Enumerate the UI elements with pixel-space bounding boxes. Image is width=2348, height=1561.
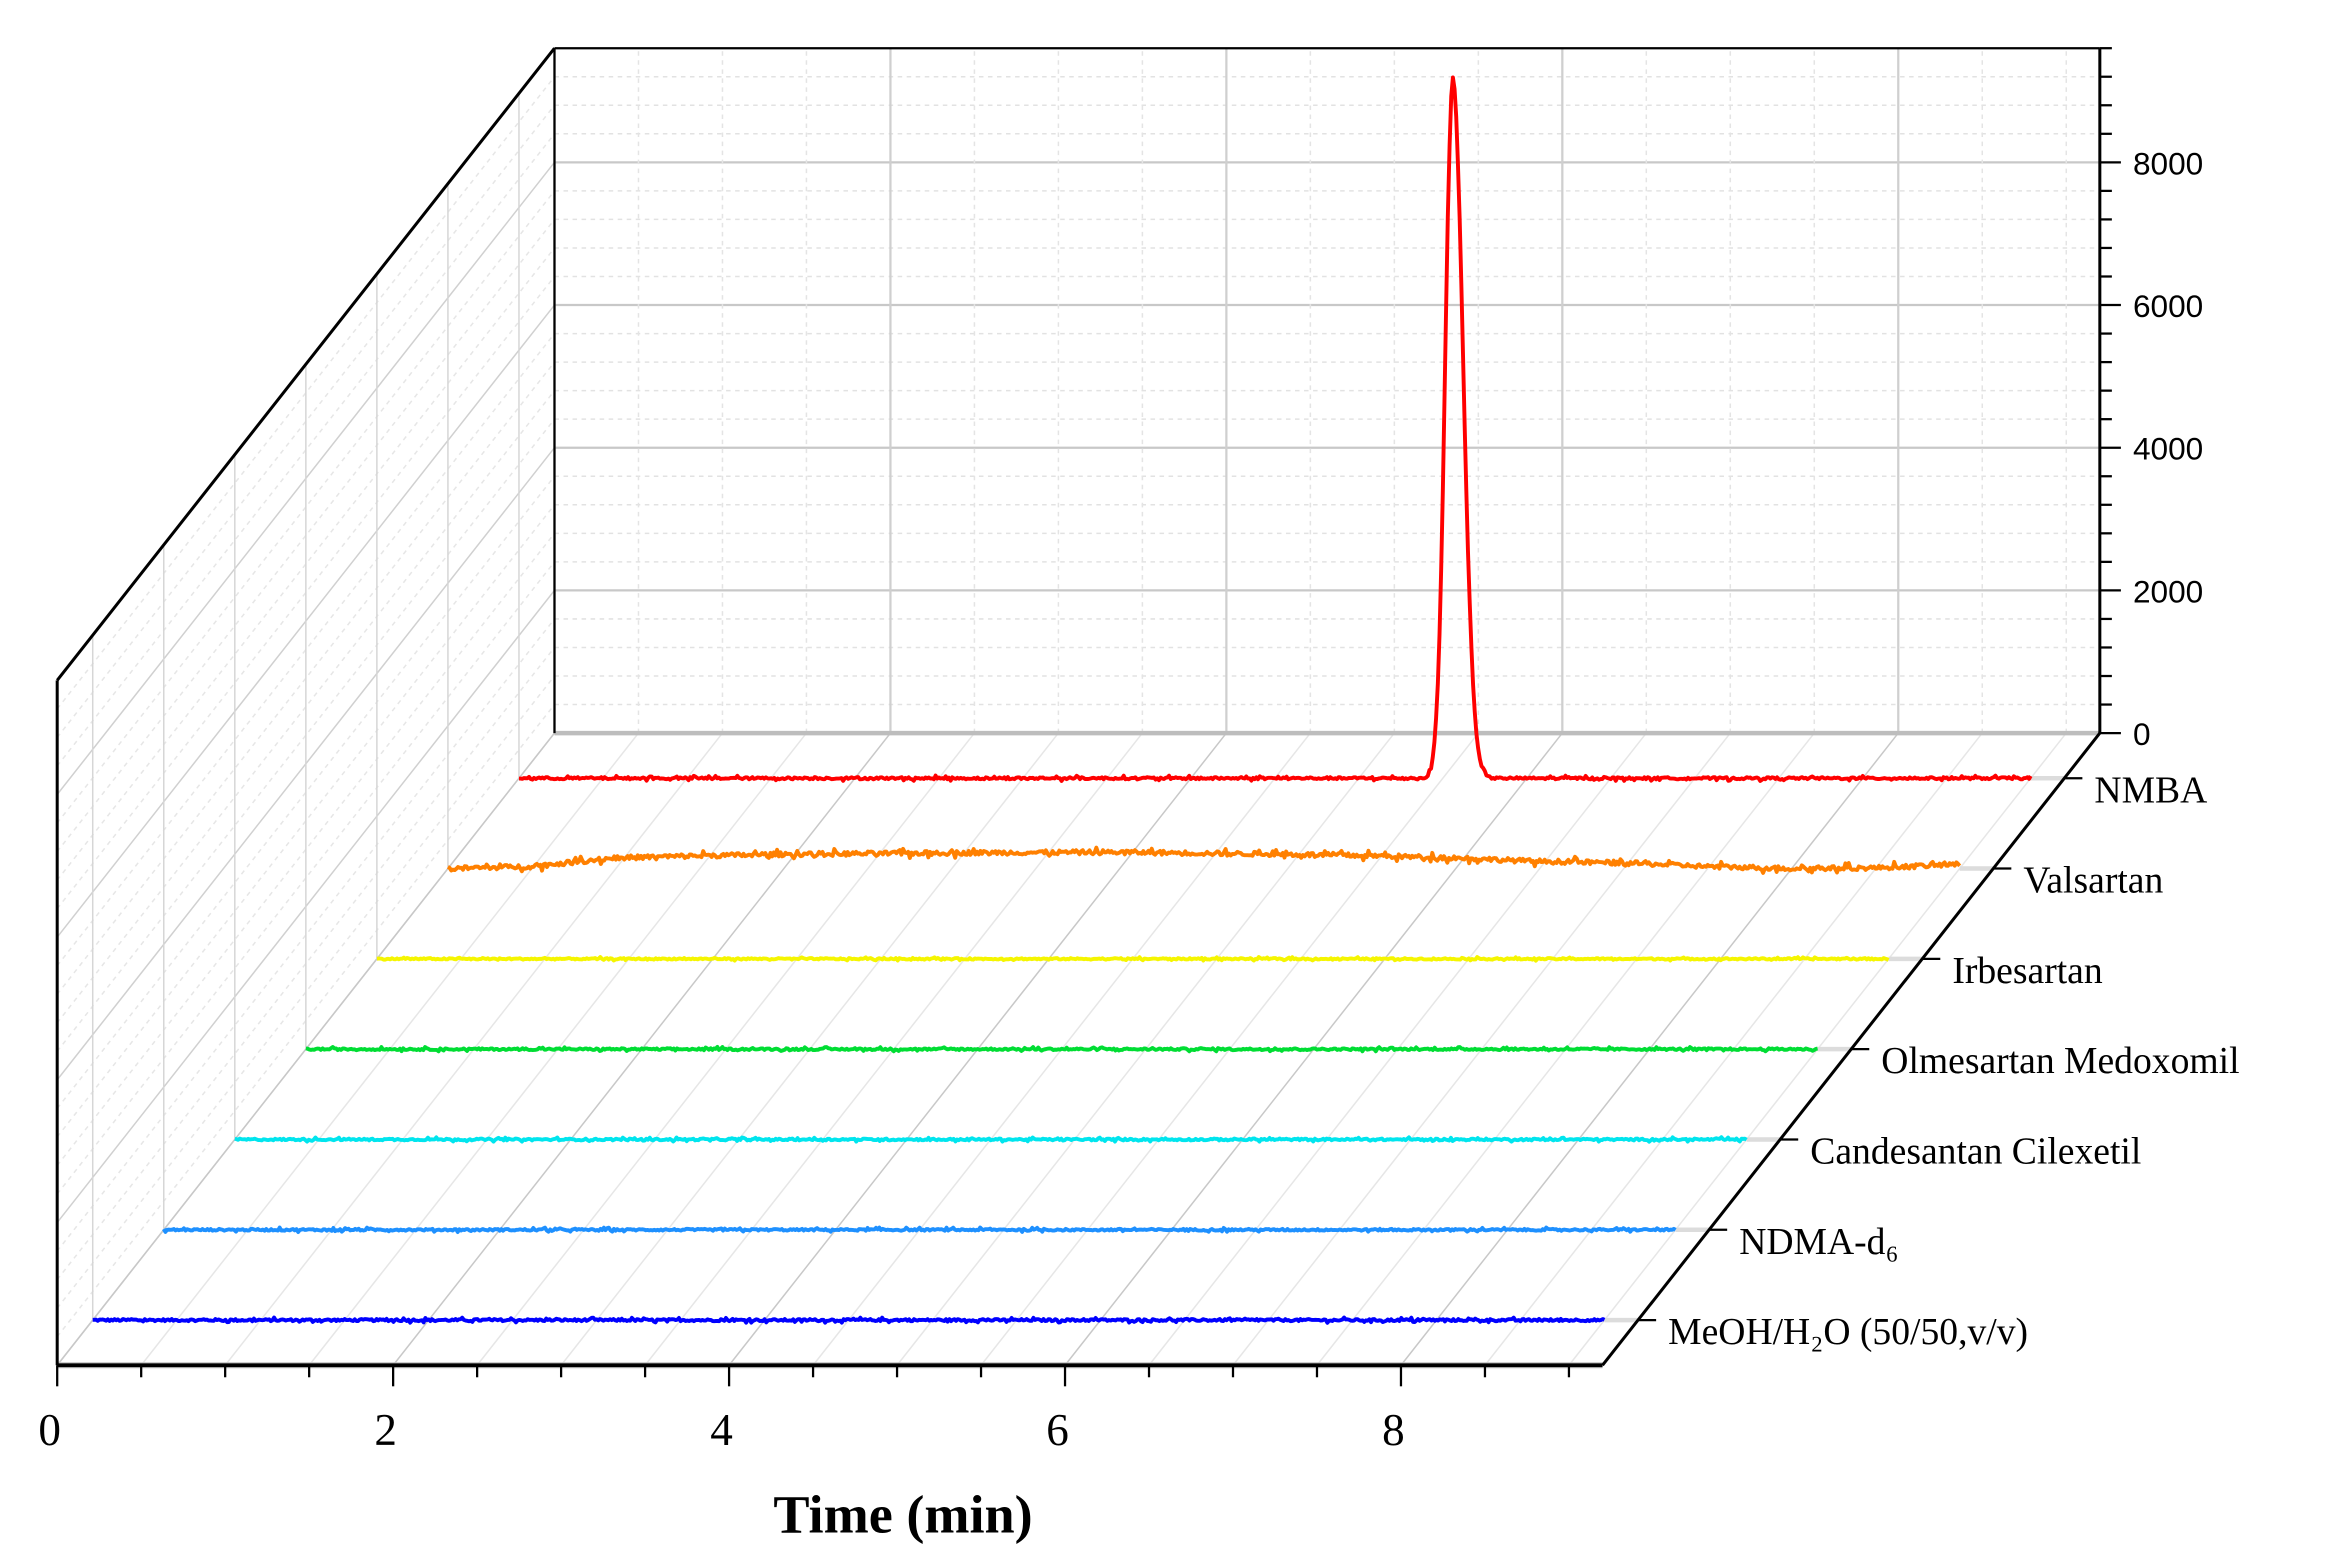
series-label: Irbesartan	[1952, 950, 2103, 992]
left-wall-gridline	[56, 104, 556, 738]
left-wall-gridline	[56, 218, 556, 853]
series-label: Candesantan Cilexetil	[1810, 1131, 2141, 1173]
series-line	[518, 75, 2033, 783]
left-wall-gridline	[56, 618, 556, 1252]
series-line	[92, 1315, 1606, 1325]
left-wall-gridline	[56, 133, 556, 767]
series-line	[446, 845, 1962, 875]
left-wall-gridline	[56, 247, 556, 881]
left-wall-gridline	[56, 276, 556, 910]
axes	[55, 47, 2121, 1387]
left-wall-gridline	[56, 647, 556, 1281]
left-wall-gridline	[56, 704, 556, 1338]
series-line	[376, 955, 1890, 963]
left-wall-gridline	[56, 504, 556, 1138]
traces	[92, 75, 2033, 1325]
left-wall-gridline	[56, 475, 556, 1109]
x-tick-label: 4	[710, 1405, 733, 1455]
left-wall-gridline	[56, 333, 556, 967]
x-tick-labels: 0 2 4 6 8	[38, 1405, 1404, 1455]
left-wall-gridline	[56, 390, 556, 1024]
depth-axis-line	[1601, 732, 2102, 1367]
series-labels: MeOH/H₂O (50/50,v/v) NDMA-d₆ Candesantan…	[1668, 769, 2239, 1353]
left-top-edge	[56, 47, 556, 682]
series-line	[162, 1225, 1677, 1234]
left-wall-gridline	[56, 532, 556, 1166]
x-tick-label: 8	[1382, 1405, 1405, 1455]
x-tick-label: 6	[1046, 1405, 1069, 1455]
series-label: Valsartan	[2023, 860, 2163, 902]
x-tick-label: 2	[374, 1405, 397, 1455]
x-tick-label: 0	[38, 1405, 61, 1455]
series-line	[305, 1044, 1818, 1054]
series-label: NMBA	[2094, 769, 2207, 811]
series-label: Olmesartan Medoxomil	[1881, 1040, 2239, 1082]
left-wall-gridline	[56, 418, 556, 1052]
series-label: MeOH/H₂O (50/50,v/v)	[1668, 1311, 2028, 1353]
grid	[56, 47, 2100, 1369]
series-label: NDMA-d₆	[1739, 1221, 1898, 1263]
y-tick-label: 0	[2133, 716, 2151, 752]
y-tick-label: 6000	[2133, 288, 2203, 324]
y-tick-label: 2000	[2133, 573, 2203, 609]
y-tick-label: 8000	[2133, 145, 2203, 181]
left-wall-gridline	[56, 675, 556, 1309]
series-line	[234, 1135, 1748, 1144]
left-wall-gridline	[56, 76, 556, 710]
x-axis-title: Time (min)	[773, 1484, 1032, 1544]
left-wall-gridline	[56, 361, 556, 995]
left-wall-gridline	[56, 561, 556, 1195]
y-tick-label: 4000	[2133, 431, 2203, 467]
left-wall-gridline	[56, 190, 556, 824]
y-tick-labels: 0 2000 4000 6000 8000	[2133, 145, 2203, 752]
